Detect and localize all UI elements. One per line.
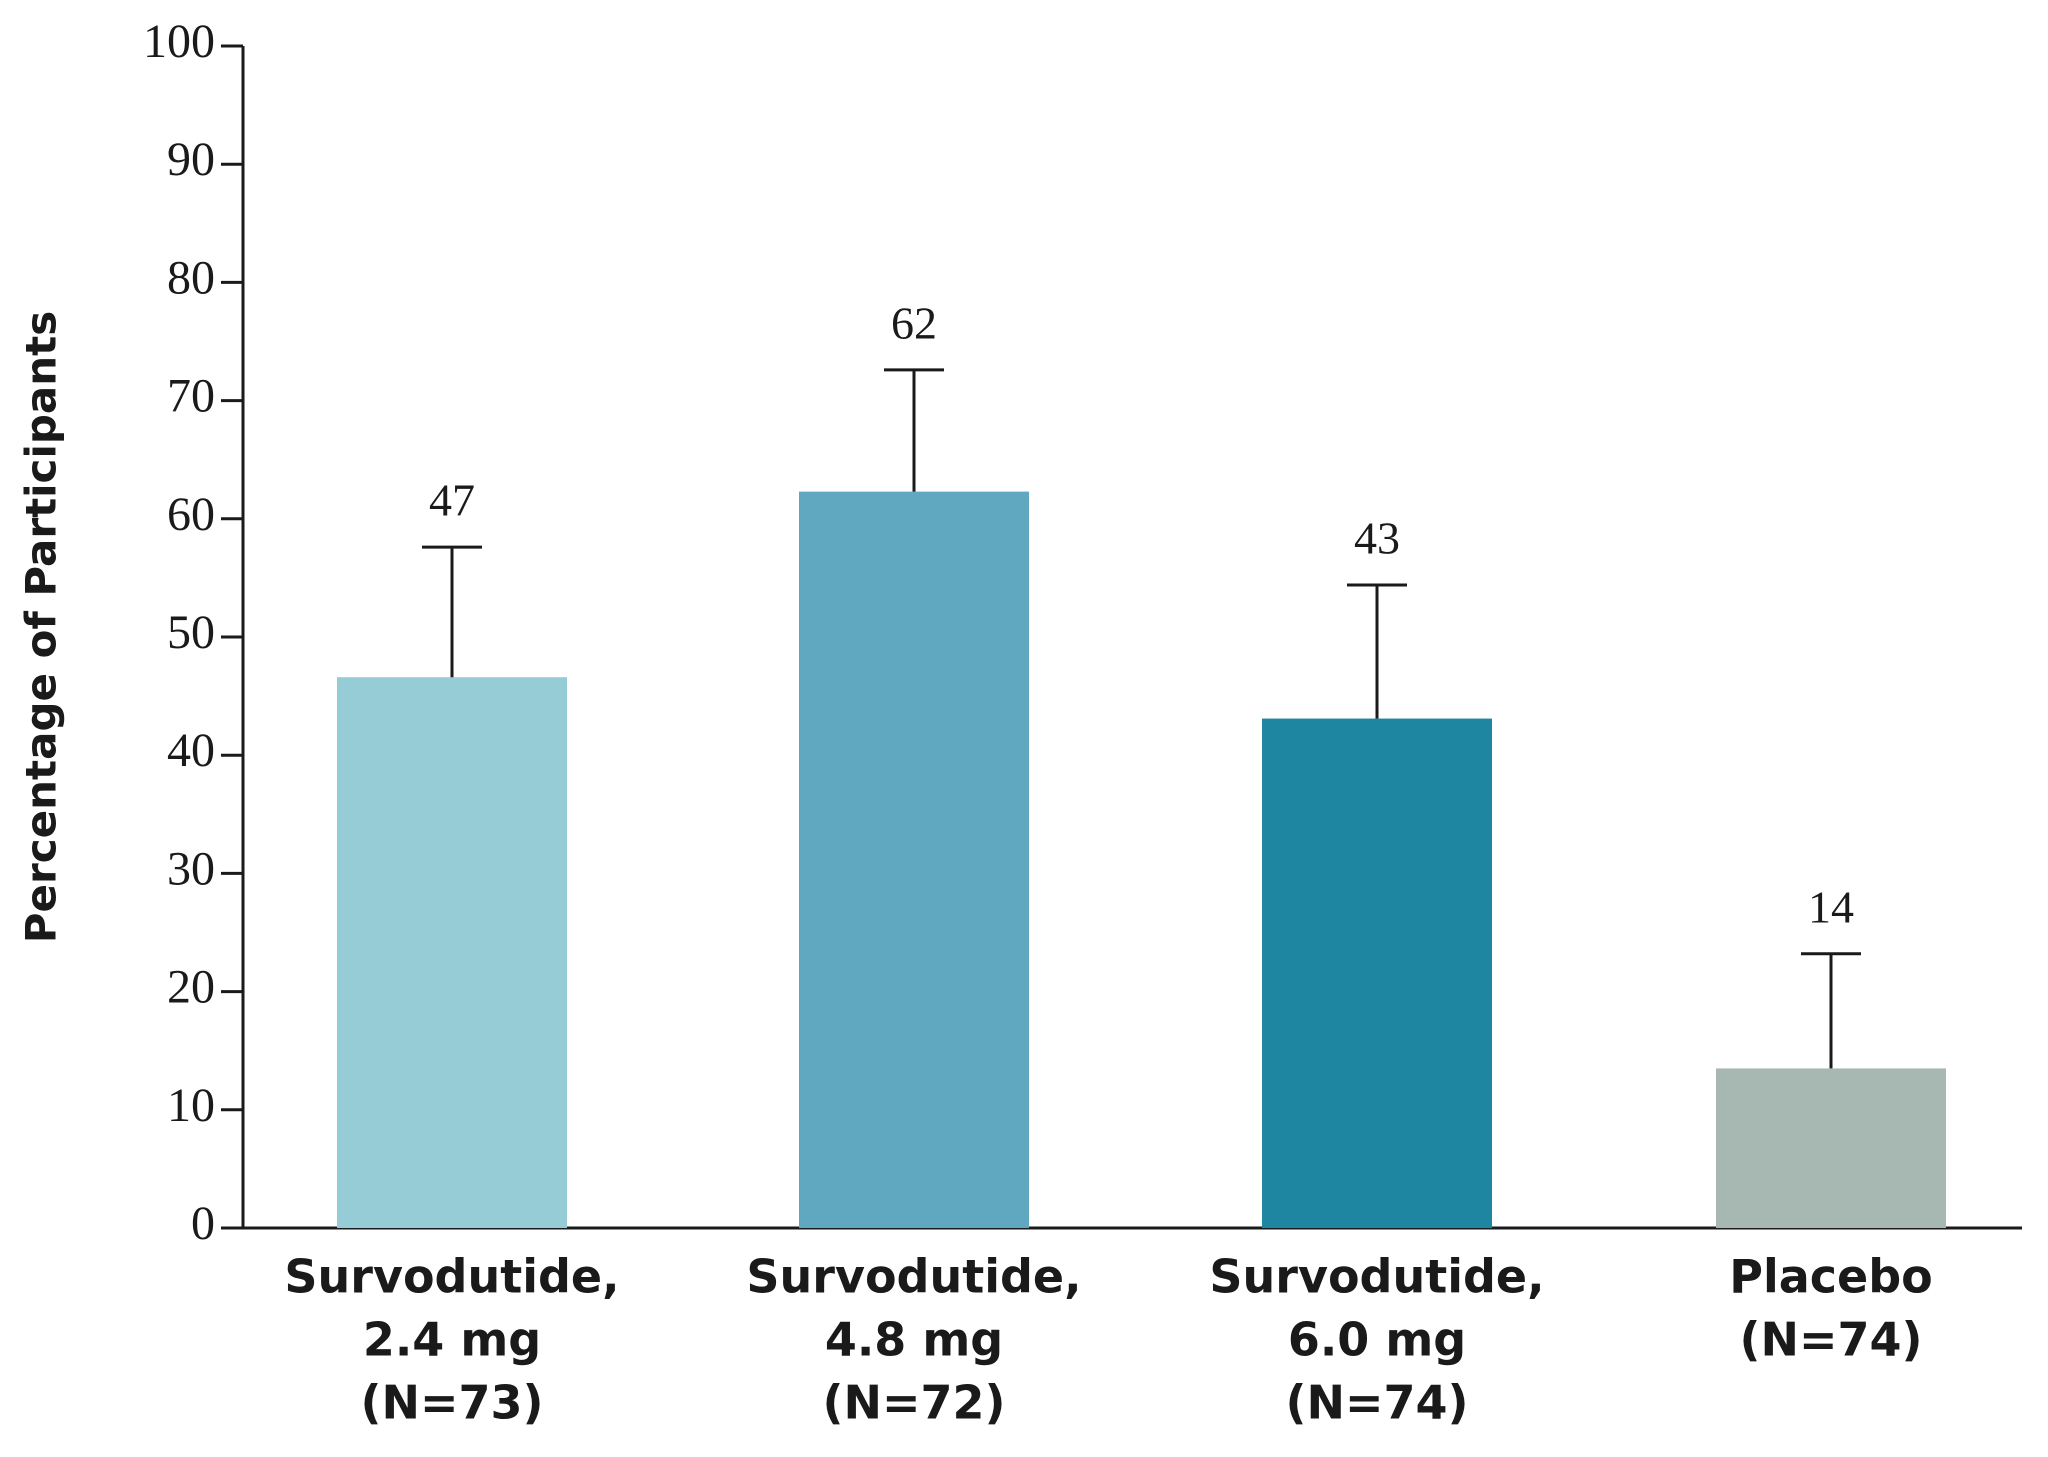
- x-tick-label: Survodutide,: [746, 1250, 1081, 1304]
- y-tick-label: 50: [167, 606, 215, 659]
- bar: [1716, 1068, 1946, 1228]
- x-tick-label: Survodutide,: [284, 1250, 619, 1304]
- x-tick-label: Placebo: [1729, 1250, 1933, 1304]
- y-tick-label: 30: [167, 842, 215, 895]
- x-tick-label: (N=74): [1285, 1376, 1468, 1430]
- bar: [1262, 718, 1492, 1228]
- value-label: 43: [1354, 513, 1400, 564]
- y-axis-label: Percentage of Participants: [17, 311, 66, 943]
- x-tick-label: (N=73): [360, 1376, 543, 1430]
- bar: [337, 677, 567, 1228]
- x-tick-label: (N=72): [822, 1376, 1005, 1430]
- y-tick-label: 80: [167, 251, 215, 304]
- x-tick-label: (N=74): [1739, 1313, 1922, 1367]
- y-tick-label: 100: [143, 15, 215, 68]
- value-label: 47: [429, 475, 475, 526]
- x-tick-label: 6.0 mg: [1288, 1313, 1466, 1367]
- y-tick-label: 0: [191, 1197, 215, 1250]
- y-tick-label: 10: [167, 1079, 215, 1132]
- y-tick-label: 90: [167, 133, 215, 186]
- y-tick-label: 70: [167, 370, 215, 423]
- y-tick-label: 60: [167, 488, 215, 541]
- y-tick-label: 40: [167, 724, 215, 777]
- x-tick-label: Survodutide,: [1209, 1250, 1544, 1304]
- bar: [799, 491, 1029, 1228]
- y-tick-label: 20: [167, 961, 215, 1014]
- value-label: 62: [891, 297, 937, 348]
- value-label: 14: [1808, 881, 1854, 932]
- x-tick-label: 2.4 mg: [363, 1313, 541, 1367]
- x-tick-label: 4.8 mg: [825, 1313, 1003, 1367]
